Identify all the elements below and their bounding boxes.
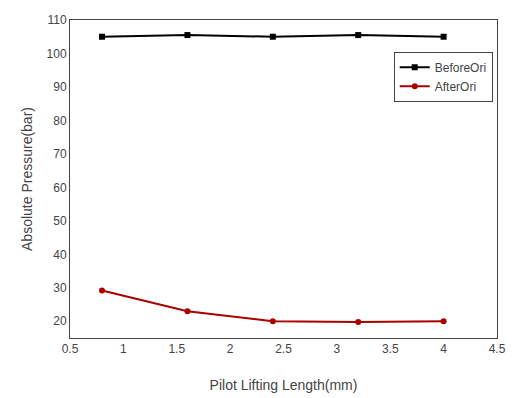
svg-text:4: 4 bbox=[440, 342, 447, 356]
svg-text:90: 90 bbox=[53, 80, 67, 94]
svg-text:100: 100 bbox=[47, 47, 67, 61]
svg-text:1.5: 1.5 bbox=[168, 342, 185, 356]
svg-text:80: 80 bbox=[53, 114, 67, 128]
svg-text:50: 50 bbox=[53, 214, 67, 228]
svg-text:3.5: 3.5 bbox=[382, 342, 399, 356]
svg-text:3: 3 bbox=[334, 342, 341, 356]
svg-text:AfterOri: AfterOri bbox=[435, 80, 476, 94]
svg-text:110: 110 bbox=[47, 13, 66, 27]
svg-text:2: 2 bbox=[227, 342, 234, 356]
svg-text:0.5: 0.5 bbox=[62, 342, 79, 356]
svg-text:2.5: 2.5 bbox=[275, 342, 292, 356]
svg-text:Absolute Pressure(bar): Absolute Pressure(bar) bbox=[19, 107, 35, 251]
svg-text:70: 70 bbox=[53, 147, 67, 161]
svg-text:Pilot Lifting Length(mm): Pilot Lifting Length(mm) bbox=[210, 377, 358, 393]
svg-text:60: 60 bbox=[53, 181, 67, 195]
svg-text:20: 20 bbox=[53, 314, 67, 328]
svg-text:BeforeOri: BeforeOri bbox=[435, 61, 486, 75]
svg-text:1: 1 bbox=[120, 342, 127, 356]
svg-text:4.5: 4.5 bbox=[489, 342, 506, 356]
svg-text:30: 30 bbox=[53, 281, 67, 295]
svg-text:40: 40 bbox=[53, 248, 67, 262]
